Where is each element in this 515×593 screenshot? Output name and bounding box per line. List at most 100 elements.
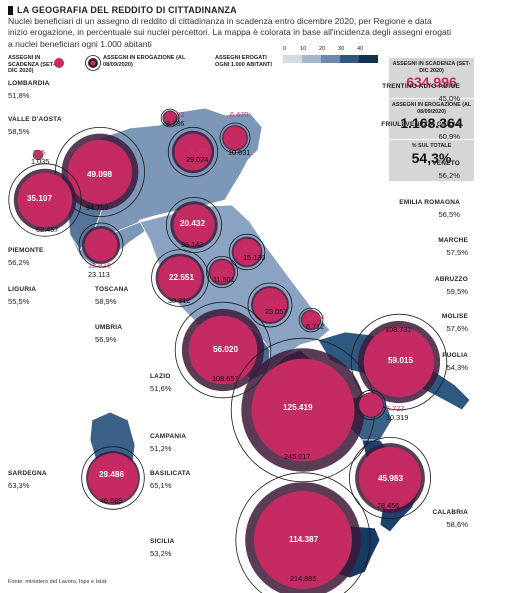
bubble-scadenza: [34, 151, 42, 159]
ramp-tick: 40: [357, 46, 364, 52]
bubble-erogazione: [174, 301, 272, 399]
bubble-erogazione: [205, 255, 238, 288]
value-erogazione-sicilia: 214.885: [290, 574, 317, 583]
totals-erogazione: ASSEGNI IN EROGAZIONE (AL 08/09/2020) 1.…: [389, 99, 474, 139]
bubble-erogazione: [298, 307, 324, 333]
region-label-piemonte: PIEMONTE 56,2%: [8, 247, 44, 267]
region-label-puglia: PUGLIA 54,3%: [442, 352, 468, 372]
legend-circle-scadenza: [54, 58, 64, 68]
ramp-tick: 30: [338, 46, 345, 52]
legend-ramp-title: ASSEGNI EROGATI OGNI 1.000 ABITANTI: [215, 55, 272, 68]
region-label-abruzzo: ABRUZZO 59,5%: [434, 276, 468, 296]
value-erogazione-puglia: 108.731: [385, 325, 412, 334]
value-scadenza-emilia-romagna: 20.432: [180, 219, 206, 228]
value-erogazione-molise: 6.712: [306, 322, 325, 331]
totals-pct-value: 54,3%: [411, 149, 452, 166]
bubble-scadenza: [302, 311, 320, 329]
value-erogazione-toscana: 38.312: [168, 296, 191, 305]
value-erogazione-marche: 15.130: [243, 253, 266, 262]
bubble-erogazione: [8, 163, 82, 237]
value-scadenza-sardegna: 29.486: [99, 470, 125, 479]
bubble-scadenza: [164, 112, 176, 124]
bubble-erogazione: [355, 389, 387, 421]
value-scadenza-friuli: 6.470: [230, 110, 249, 119]
bubble-scadenza: [359, 393, 383, 417]
region-label-lazio: LAZIO 51,6%: [150, 373, 172, 393]
source-note: Fonte: ministero del Lavoro, Inps e Ista…: [8, 579, 107, 585]
value-erogazione-friuli: 10.631: [228, 148, 251, 157]
title-marker: [8, 5, 13, 15]
totals-pct-label: % SUL TOTALE: [411, 143, 452, 149]
value-erogazione-sardegna: 46.589: [100, 496, 123, 505]
region-label-lombardia: LOMBARDIA 51,8%: [8, 80, 50, 100]
bubble-erogazione: [219, 122, 251, 154]
bubble-scadenza: [158, 256, 202, 300]
bubble-erogazione: [160, 108, 180, 128]
value-erogazione-emilia-romagna: 36.142: [181, 240, 204, 249]
legend-circle-erogazione: [85, 55, 101, 71]
legend-ramp-ticks: 0 10 20 30 40: [283, 46, 378, 54]
bubble-scadenza: [174, 133, 212, 171]
bubble-scadenza: [363, 326, 435, 398]
value-scadenza-umbria: 6.598: [213, 266, 232, 275]
totals-erogazione-label: ASSEGNI IN EROGAZIONE (AL 08/09/2020): [391, 102, 472, 115]
bubble-erogazione: [151, 249, 209, 307]
chart-subtitle: Nuclei beneficiari di un assegno di redd…: [8, 16, 452, 49]
value-scadenza-lazio: 56.020: [213, 345, 239, 354]
totals-panel: ASSEGNI IN SCADENZA (SET-DIC 2020) 634.9…: [389, 58, 474, 183]
region-label-umbria: UMBRIA 56,9%: [95, 324, 123, 344]
region-label-calabria: CALABRIA 58,6%: [432, 509, 468, 529]
totals-pct: % SUL TOTALE 54,3%: [389, 140, 474, 181]
region-label-valle-daosta: VALLE D'AOSTA 58,5%: [8, 116, 62, 136]
bubble-scadenza: [251, 358, 355, 462]
value-scadenza-marche: 8.706: [243, 244, 262, 253]
bubble-erogazione: [247, 282, 293, 328]
legend-color-ramp: [283, 55, 378, 63]
bubble-scadenza: [223, 126, 247, 150]
ramp-tick: 0: [283, 46, 287, 52]
value-erogazione-calabria: 78.456: [377, 501, 400, 510]
bubble-erogazione: [165, 196, 222, 253]
region-label-sicilia: SICILIA 53,2%: [150, 538, 175, 558]
value-scadenza-veneto: 16.300: [186, 146, 209, 155]
value-scadenza-molise: 3.864: [306, 313, 325, 322]
value-scadenza-sicilia: 114.387: [289, 535, 319, 544]
value-scadenza-trentino: 1.682: [166, 110, 185, 119]
legend-label-erogazione: ASSEGNI IN EROGAZIONE (AL 08/09/2020): [103, 55, 186, 68]
totals-scadenza-value: 634.996: [406, 74, 457, 90]
value-scadenza-basilicata: 6.722: [386, 404, 405, 413]
ramp-tick: 20: [319, 46, 326, 52]
bubble-erogazione: [78, 222, 124, 268]
region-label-toscana: TOSCANA 58,9%: [95, 286, 129, 306]
bubble-scadenza: [210, 260, 234, 284]
value-erogazione-piemonte: 62.457: [36, 225, 59, 234]
value-erogazione-campania: 245.017: [284, 452, 311, 461]
value-erogazione-abruzzo: 23.057: [265, 307, 288, 316]
value-scadenza-toscana: 22.551: [169, 273, 195, 282]
bubble-erogazione: [32, 149, 44, 161]
ramp-swatch: [302, 55, 321, 63]
value-erogazione-veneto: 29.024: [186, 155, 209, 164]
value-erogazione-lombardia: 94.760: [86, 203, 109, 212]
region-label-marche: MARCHE 57,5%: [438, 237, 468, 257]
region-label-molise: MOLISE 57,6%: [441, 313, 468, 333]
value-scadenza-puglia: 59.015: [388, 356, 414, 365]
value-scadenza-lombardia: 49.098: [87, 170, 113, 179]
value-erogazione-lazio: 108.657: [212, 374, 239, 383]
bubble-scadenza: [233, 238, 261, 266]
bubble-erogazione: [235, 472, 371, 593]
ramp-swatch: [321, 55, 340, 63]
value-scadenza-piemonte: 35.107: [27, 194, 53, 203]
region-label-basilicata: BASILICATA 65,1%: [150, 470, 191, 490]
legend-label-scadenza: ASSEGNI IN SCADENZA (SET-DIC 2020): [8, 55, 55, 74]
value-erogazione-liguria: 23.113: [88, 270, 110, 279]
value-scadenza-calabria: 45.983: [378, 474, 404, 483]
ramp-swatch: [283, 55, 302, 63]
bubble-scadenza: [88, 453, 138, 503]
bubble-scadenza: [253, 288, 287, 322]
region-label-veneto: VENETO 56,2%: [432, 160, 460, 180]
ramp-swatch: [359, 55, 378, 63]
region-label-sardegna: SARDEGNA 63,3%: [8, 470, 47, 490]
chart-title: LA GEOGRAFIA DEL REDDITO DI CITTADINANZA: [8, 5, 237, 15]
